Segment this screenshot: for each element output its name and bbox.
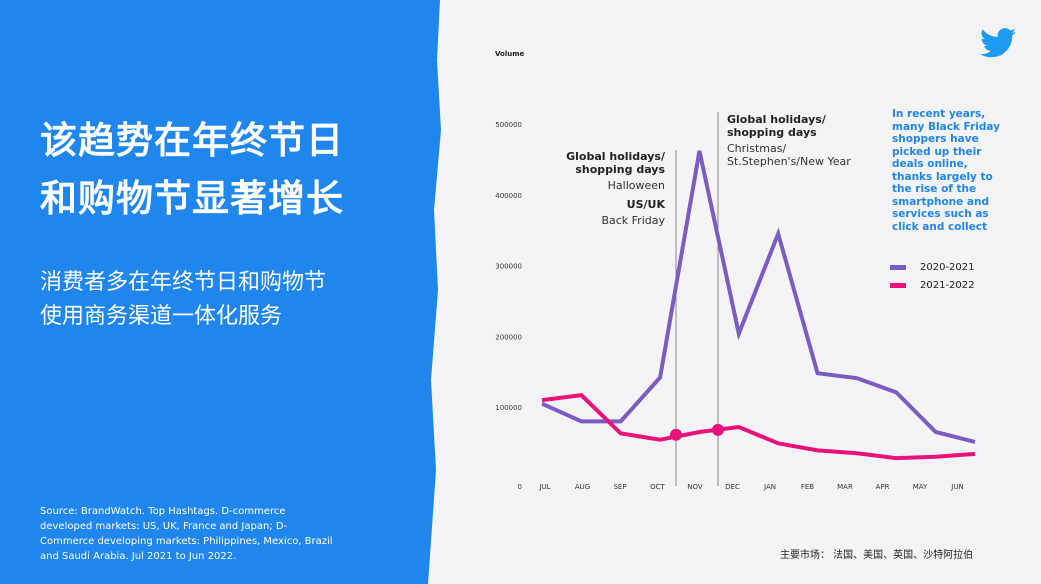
callout-note: In recent years, many Black Friday shopp…	[892, 108, 1000, 233]
x-tick-label: FEB	[801, 483, 814, 491]
page-title: 该趋势在年终节日 和购物节显著增长	[40, 112, 344, 228]
subtitle: 消费者多在年终节日和购物节 使用商务渠道一体化服务	[40, 266, 326, 334]
event-marker	[712, 423, 724, 436]
source-note: Source: BrandWatch. Top Hashtags. D-comm…	[40, 506, 333, 562]
x-tick-label: MAY	[913, 483, 928, 491]
x-tick-label: OCT	[650, 483, 665, 491]
key-markets: 主要市场： 法国、美国、英国、沙特阿拉伯	[780, 550, 974, 561]
x-tick-label: NOV	[687, 483, 703, 491]
left-panel	[0, 0, 441, 584]
legend-swatch	[890, 282, 906, 288]
annotation-event: Christmas/ St.Stephen's/New Year	[727, 142, 851, 168]
x-tick-label: JAN	[763, 483, 776, 491]
annotation-region: US/UK	[626, 198, 665, 211]
legend-item: 2020-2021	[890, 258, 975, 276]
annotation-halloween: Global holidays/ shopping days Halloween…	[560, 150, 665, 227]
title-line: 该趋势在年终节日	[40, 119, 344, 162]
y-tick-label: 300000	[495, 263, 522, 271]
legend-label: 2020-2021	[920, 261, 975, 273]
legend-item: 2021-2022	[890, 276, 975, 294]
legend-swatch	[890, 264, 906, 270]
x-tick-label: DEC	[725, 483, 740, 491]
x-tick-label: APR	[876, 483, 890, 491]
annotation-title: Global holidays/ shopping days	[727, 113, 826, 139]
x-tick-label: JUL	[538, 483, 550, 491]
y-tick-label: 100000	[495, 404, 522, 412]
y-axis-label: Volume	[495, 50, 525, 58]
y-tick-label: 500000	[495, 121, 522, 129]
legend: 2020-2021 2021-2022	[890, 258, 975, 294]
annotation-event: Back Friday	[601, 214, 665, 227]
x-tick-label: MAR	[837, 483, 853, 491]
y-tick-label: 400000	[495, 192, 522, 200]
y-tick-label: 0	[518, 483, 522, 491]
series-line-2020-2021	[541, 150, 976, 444]
legend-label: 2021-2022	[920, 279, 975, 291]
x-tick-label: AUG	[575, 483, 590, 491]
annotation-christmas: Global holidays/ shopping days Christmas…	[727, 113, 852, 168]
x-tick-label: SEP	[613, 483, 626, 491]
y-tick-label: 200000	[495, 333, 522, 341]
title-line: 和购物节显著增长	[40, 177, 344, 220]
x-tick-label: JUN	[950, 483, 963, 491]
series-line-2021-2022	[541, 393, 976, 461]
annotation-title: Global holidays/ shopping days	[566, 150, 665, 176]
twitter-bird-icon	[980, 28, 1016, 58]
subtitle-line: 使用商务渠道一体化服务	[40, 304, 283, 329]
event-marker	[670, 428, 682, 441]
annotation-event: Halloween	[607, 179, 665, 192]
subtitle-line: 消费者多在年终节日和购物节	[40, 270, 327, 295]
